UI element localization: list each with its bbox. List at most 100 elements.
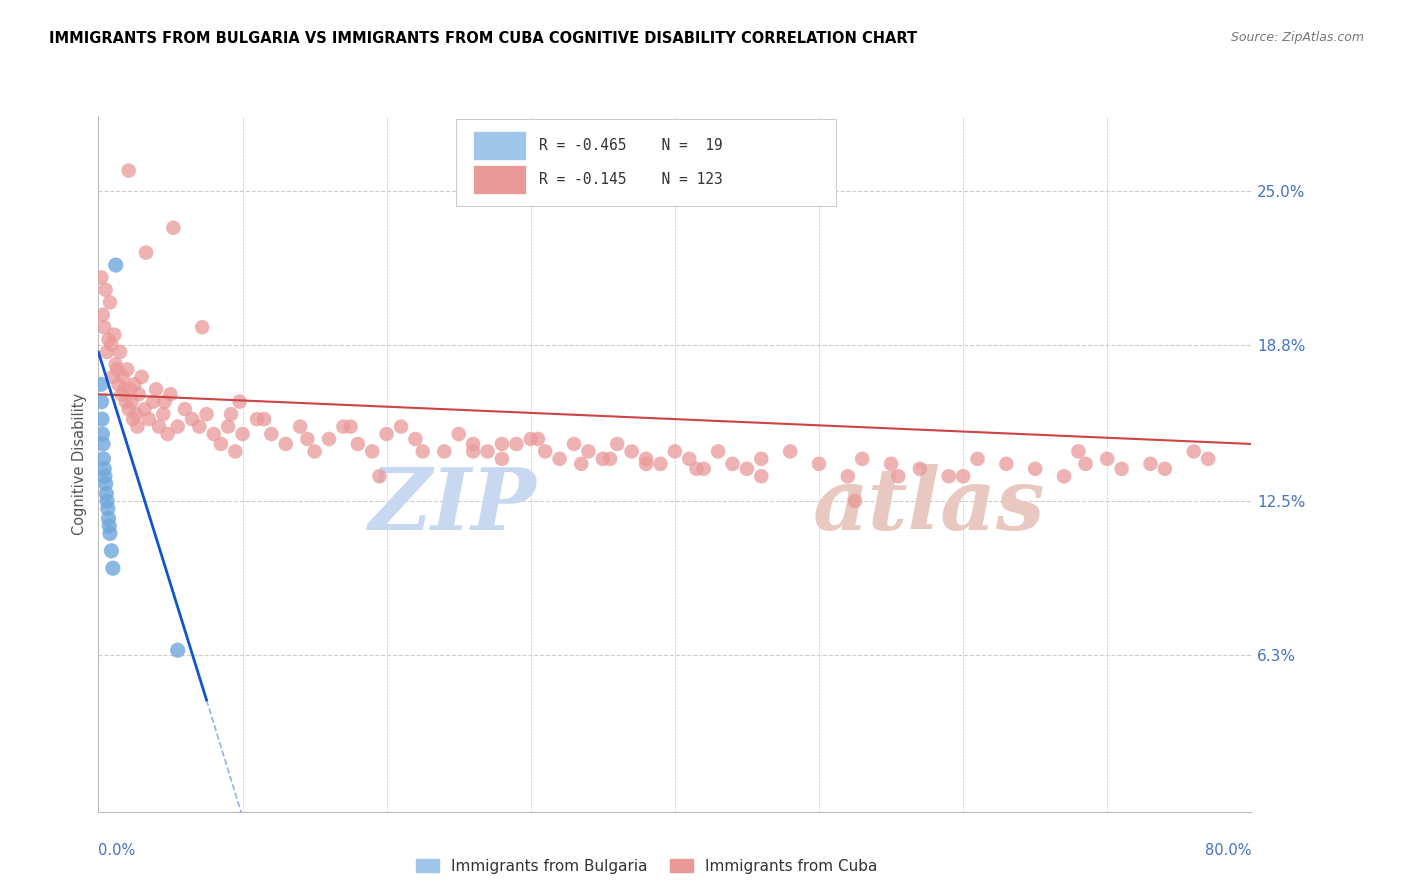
- Point: [224, 444, 246, 458]
- Point: [735, 462, 758, 476]
- Point: [90, 394, 112, 409]
- Point: [461, 444, 484, 458]
- Point: [145, 382, 167, 396]
- Point: [389, 419, 412, 434]
- Point: [152, 407, 174, 421]
- Text: R = -0.465    N =  19: R = -0.465 N = 19: [538, 138, 723, 153]
- Point: [103, 327, 125, 342]
- Text: atlas: atlas: [813, 464, 1046, 548]
- Point: [412, 444, 434, 458]
- Point: [118, 163, 141, 178]
- Point: [433, 444, 456, 458]
- Point: [851, 451, 873, 466]
- Point: [599, 451, 621, 466]
- Point: [837, 469, 859, 483]
- Point: [693, 462, 716, 476]
- Point: [678, 451, 700, 466]
- Point: [527, 432, 550, 446]
- Point: [156, 427, 179, 442]
- Point: [228, 394, 250, 409]
- Point: [477, 444, 499, 458]
- Point: [93, 451, 115, 466]
- Point: [332, 419, 354, 434]
- Point: [887, 469, 910, 483]
- Point: [534, 444, 557, 458]
- Point: [1111, 462, 1133, 476]
- Point: [361, 444, 384, 458]
- Point: [304, 444, 326, 458]
- Point: [91, 437, 114, 451]
- Point: [166, 419, 188, 434]
- Point: [96, 486, 118, 500]
- Point: [128, 387, 150, 401]
- Point: [104, 258, 127, 272]
- Point: [707, 444, 730, 458]
- Point: [118, 402, 141, 417]
- Point: [94, 469, 117, 483]
- Point: [98, 295, 121, 310]
- Point: [93, 462, 115, 476]
- Point: [97, 333, 120, 347]
- Point: [1139, 457, 1161, 471]
- FancyBboxPatch shape: [472, 165, 526, 194]
- Point: [108, 345, 131, 359]
- Point: [491, 437, 513, 451]
- Point: [188, 419, 211, 434]
- Text: 80.0%: 80.0%: [1205, 843, 1251, 858]
- Point: [520, 432, 543, 446]
- Point: [127, 419, 149, 434]
- Point: [636, 451, 658, 466]
- Point: [664, 444, 686, 458]
- Point: [90, 377, 112, 392]
- Point: [505, 437, 527, 451]
- Point: [94, 283, 117, 297]
- Point: [142, 394, 165, 409]
- Point: [153, 394, 176, 409]
- Point: [96, 494, 118, 508]
- Point: [260, 427, 283, 442]
- Point: [104, 358, 127, 372]
- Point: [606, 437, 628, 451]
- Point: [1182, 444, 1205, 458]
- Point: [112, 382, 135, 396]
- Point: [91, 412, 114, 426]
- Point: [620, 444, 643, 458]
- Point: [93, 320, 115, 334]
- Point: [114, 394, 136, 409]
- Point: [91, 427, 114, 442]
- Point: [162, 220, 184, 235]
- Point: [209, 437, 232, 451]
- Point: [290, 419, 312, 434]
- Point: [148, 419, 170, 434]
- Point: [966, 451, 988, 466]
- FancyBboxPatch shape: [456, 120, 837, 206]
- Point: [1053, 469, 1076, 483]
- Point: [135, 245, 157, 260]
- Point: [94, 476, 117, 491]
- Point: [1197, 451, 1219, 466]
- Point: [938, 469, 960, 483]
- Point: [100, 544, 122, 558]
- Point: [174, 402, 197, 417]
- Point: [202, 427, 225, 442]
- Point: [101, 561, 124, 575]
- Point: [779, 444, 801, 458]
- Point: [685, 462, 707, 476]
- Point: [751, 451, 773, 466]
- Point: [253, 412, 276, 426]
- Point: [274, 437, 297, 451]
- Point: [181, 412, 204, 426]
- Point: [124, 377, 146, 392]
- Point: [107, 377, 129, 392]
- Point: [159, 387, 181, 401]
- Point: [1153, 462, 1175, 476]
- Point: [562, 437, 585, 451]
- Point: [219, 407, 242, 421]
- Text: 0.0%: 0.0%: [98, 843, 135, 858]
- Point: [217, 419, 239, 434]
- Point: [548, 451, 571, 466]
- Point: [318, 432, 340, 446]
- Point: [1097, 451, 1119, 466]
- Point: [880, 457, 903, 471]
- Point: [576, 444, 599, 458]
